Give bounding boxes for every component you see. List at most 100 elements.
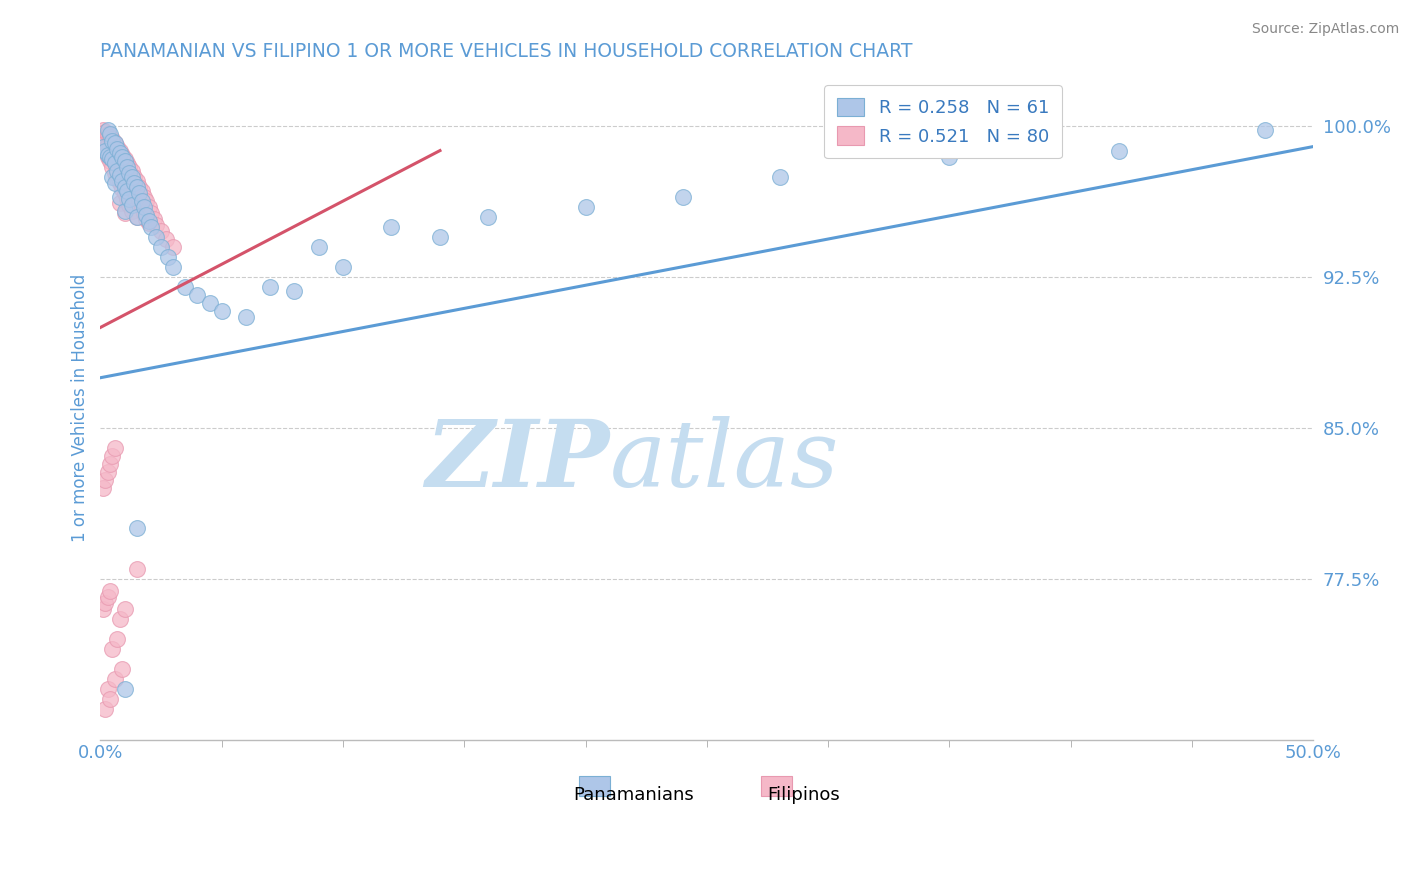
Point	[114, 682, 136, 697]
Point	[108, 176, 131, 190]
Point	[105, 142, 128, 156]
Point	[574, 200, 596, 214]
Point	[128, 194, 150, 208]
Point	[125, 210, 148, 224]
Text: Filipinos: Filipinos	[768, 786, 841, 804]
Point	[91, 131, 114, 145]
Point	[104, 147, 127, 161]
Point	[101, 160, 124, 174]
Point	[111, 662, 134, 676]
Point	[477, 210, 499, 224]
Point	[124, 176, 146, 190]
Point	[97, 123, 120, 137]
Point	[429, 230, 451, 244]
Point	[114, 152, 136, 166]
Point	[142, 211, 165, 226]
Point	[141, 206, 163, 220]
Point	[98, 692, 121, 706]
Point	[114, 206, 136, 220]
Point	[108, 145, 131, 160]
Point	[94, 136, 117, 150]
Point	[115, 184, 138, 198]
Point	[118, 198, 141, 212]
Point	[235, 310, 257, 325]
Point	[118, 166, 141, 180]
Point	[671, 190, 693, 204]
Point	[94, 144, 117, 158]
Text: atlas: atlas	[610, 416, 839, 506]
Point	[259, 280, 281, 294]
Point	[111, 147, 134, 161]
Point	[124, 169, 146, 184]
Point	[114, 203, 136, 218]
FancyBboxPatch shape	[762, 776, 792, 796]
Point	[114, 153, 136, 168]
Point	[105, 163, 128, 178]
Point	[1108, 144, 1130, 158]
Point	[121, 198, 143, 212]
Point	[114, 179, 136, 194]
Point	[1254, 123, 1277, 137]
Text: Panamanians: Panamanians	[574, 786, 695, 804]
Point	[125, 210, 148, 224]
Point	[91, 123, 114, 137]
Point	[150, 240, 173, 254]
Point	[114, 163, 136, 178]
Point	[98, 128, 121, 142]
Point	[115, 168, 138, 182]
Point	[104, 136, 127, 150]
Point	[283, 285, 305, 299]
Point	[101, 169, 124, 184]
Point	[131, 194, 153, 208]
Point	[104, 166, 127, 180]
Point	[101, 449, 124, 463]
Point	[174, 280, 197, 294]
Point	[162, 260, 184, 275]
Point	[101, 152, 124, 166]
Point	[104, 155, 127, 169]
Point	[115, 155, 138, 169]
Text: ZIP: ZIP	[426, 416, 610, 506]
Point	[94, 702, 117, 716]
Point	[128, 186, 150, 200]
Point	[308, 240, 330, 254]
Point	[101, 134, 124, 148]
Point	[111, 174, 134, 188]
Point	[132, 190, 155, 204]
Point	[97, 465, 120, 479]
Point	[135, 211, 157, 226]
Point	[91, 139, 114, 153]
Point	[108, 190, 131, 204]
Point	[138, 216, 160, 230]
Point	[104, 136, 127, 150]
Point	[128, 179, 150, 194]
Point	[98, 150, 121, 164]
Point	[98, 457, 121, 471]
Point	[380, 219, 402, 234]
Point	[108, 195, 131, 210]
Point	[108, 155, 131, 169]
Point	[91, 481, 114, 495]
Point	[162, 240, 184, 254]
Text: Source: ZipAtlas.com: Source: ZipAtlas.com	[1251, 22, 1399, 37]
Point	[105, 139, 128, 153]
Point	[125, 187, 148, 202]
Point	[97, 150, 120, 164]
Point	[124, 184, 146, 198]
Point	[115, 160, 138, 174]
Point	[105, 632, 128, 646]
Point	[138, 214, 160, 228]
Point	[118, 174, 141, 188]
Point	[131, 184, 153, 198]
Point	[94, 596, 117, 610]
Point	[125, 521, 148, 535]
Point	[145, 230, 167, 244]
Text: PANAMANIAN VS FILIPINO 1 OR MORE VEHICLES IN HOUSEHOLD CORRELATION CHART: PANAMANIAN VS FILIPINO 1 OR MORE VEHICLE…	[100, 42, 912, 61]
Point	[121, 178, 143, 192]
Point	[132, 200, 155, 214]
Point	[141, 219, 163, 234]
Point	[135, 194, 157, 208]
Point	[97, 137, 120, 152]
Point	[121, 163, 143, 178]
Point	[94, 473, 117, 487]
